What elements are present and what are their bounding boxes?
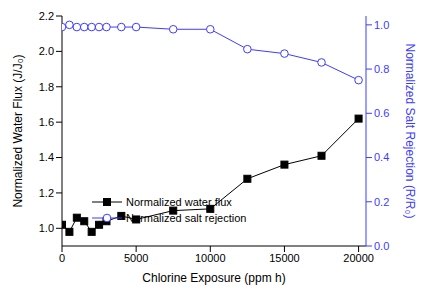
svg-text:0: 0 [59, 252, 65, 264]
svg-text:15000: 15000 [269, 252, 300, 264]
svg-text:0.2: 0.2 [374, 196, 389, 208]
svg-text:0.6: 0.6 [374, 107, 389, 119]
svg-text:0.0: 0.0 [374, 240, 389, 252]
svg-text:Chlorine Exposure (ppm h): Chlorine Exposure (ppm h) [142, 271, 285, 285]
svg-text:5000: 5000 [124, 252, 148, 264]
svg-text:2.0: 2.0 [39, 45, 54, 57]
svg-text:Normalized Water Flux (J/J₀): Normalized Water Flux (J/J₀) [11, 54, 25, 207]
html-text:Normalized water flux: Normalized water flux [126, 196, 232, 208]
svg-text:1.2: 1.2 [39, 187, 54, 199]
svg-text:1.8: 1.8 [39, 81, 54, 93]
svg-text:0.8: 0.8 [374, 63, 389, 75]
svg-text:10000: 10000 [195, 252, 226, 264]
svg-text:1.0: 1.0 [374, 19, 389, 31]
svg-text:20000: 20000 [343, 252, 374, 264]
svg-text:1.6: 1.6 [39, 116, 54, 128]
svg-text:2.2: 2.2 [39, 10, 54, 22]
svg-text:1.4: 1.4 [39, 151, 54, 163]
svg-text:1.0: 1.0 [39, 222, 54, 234]
html-text:Normalized salt rejection: Normalized salt rejection [126, 212, 247, 224]
svg-text:0.4: 0.4 [374, 151, 389, 163]
svg-text:Normalized Salt Rejection (R/R: Normalized Salt Rejection (R/R₀) [403, 43, 417, 218]
